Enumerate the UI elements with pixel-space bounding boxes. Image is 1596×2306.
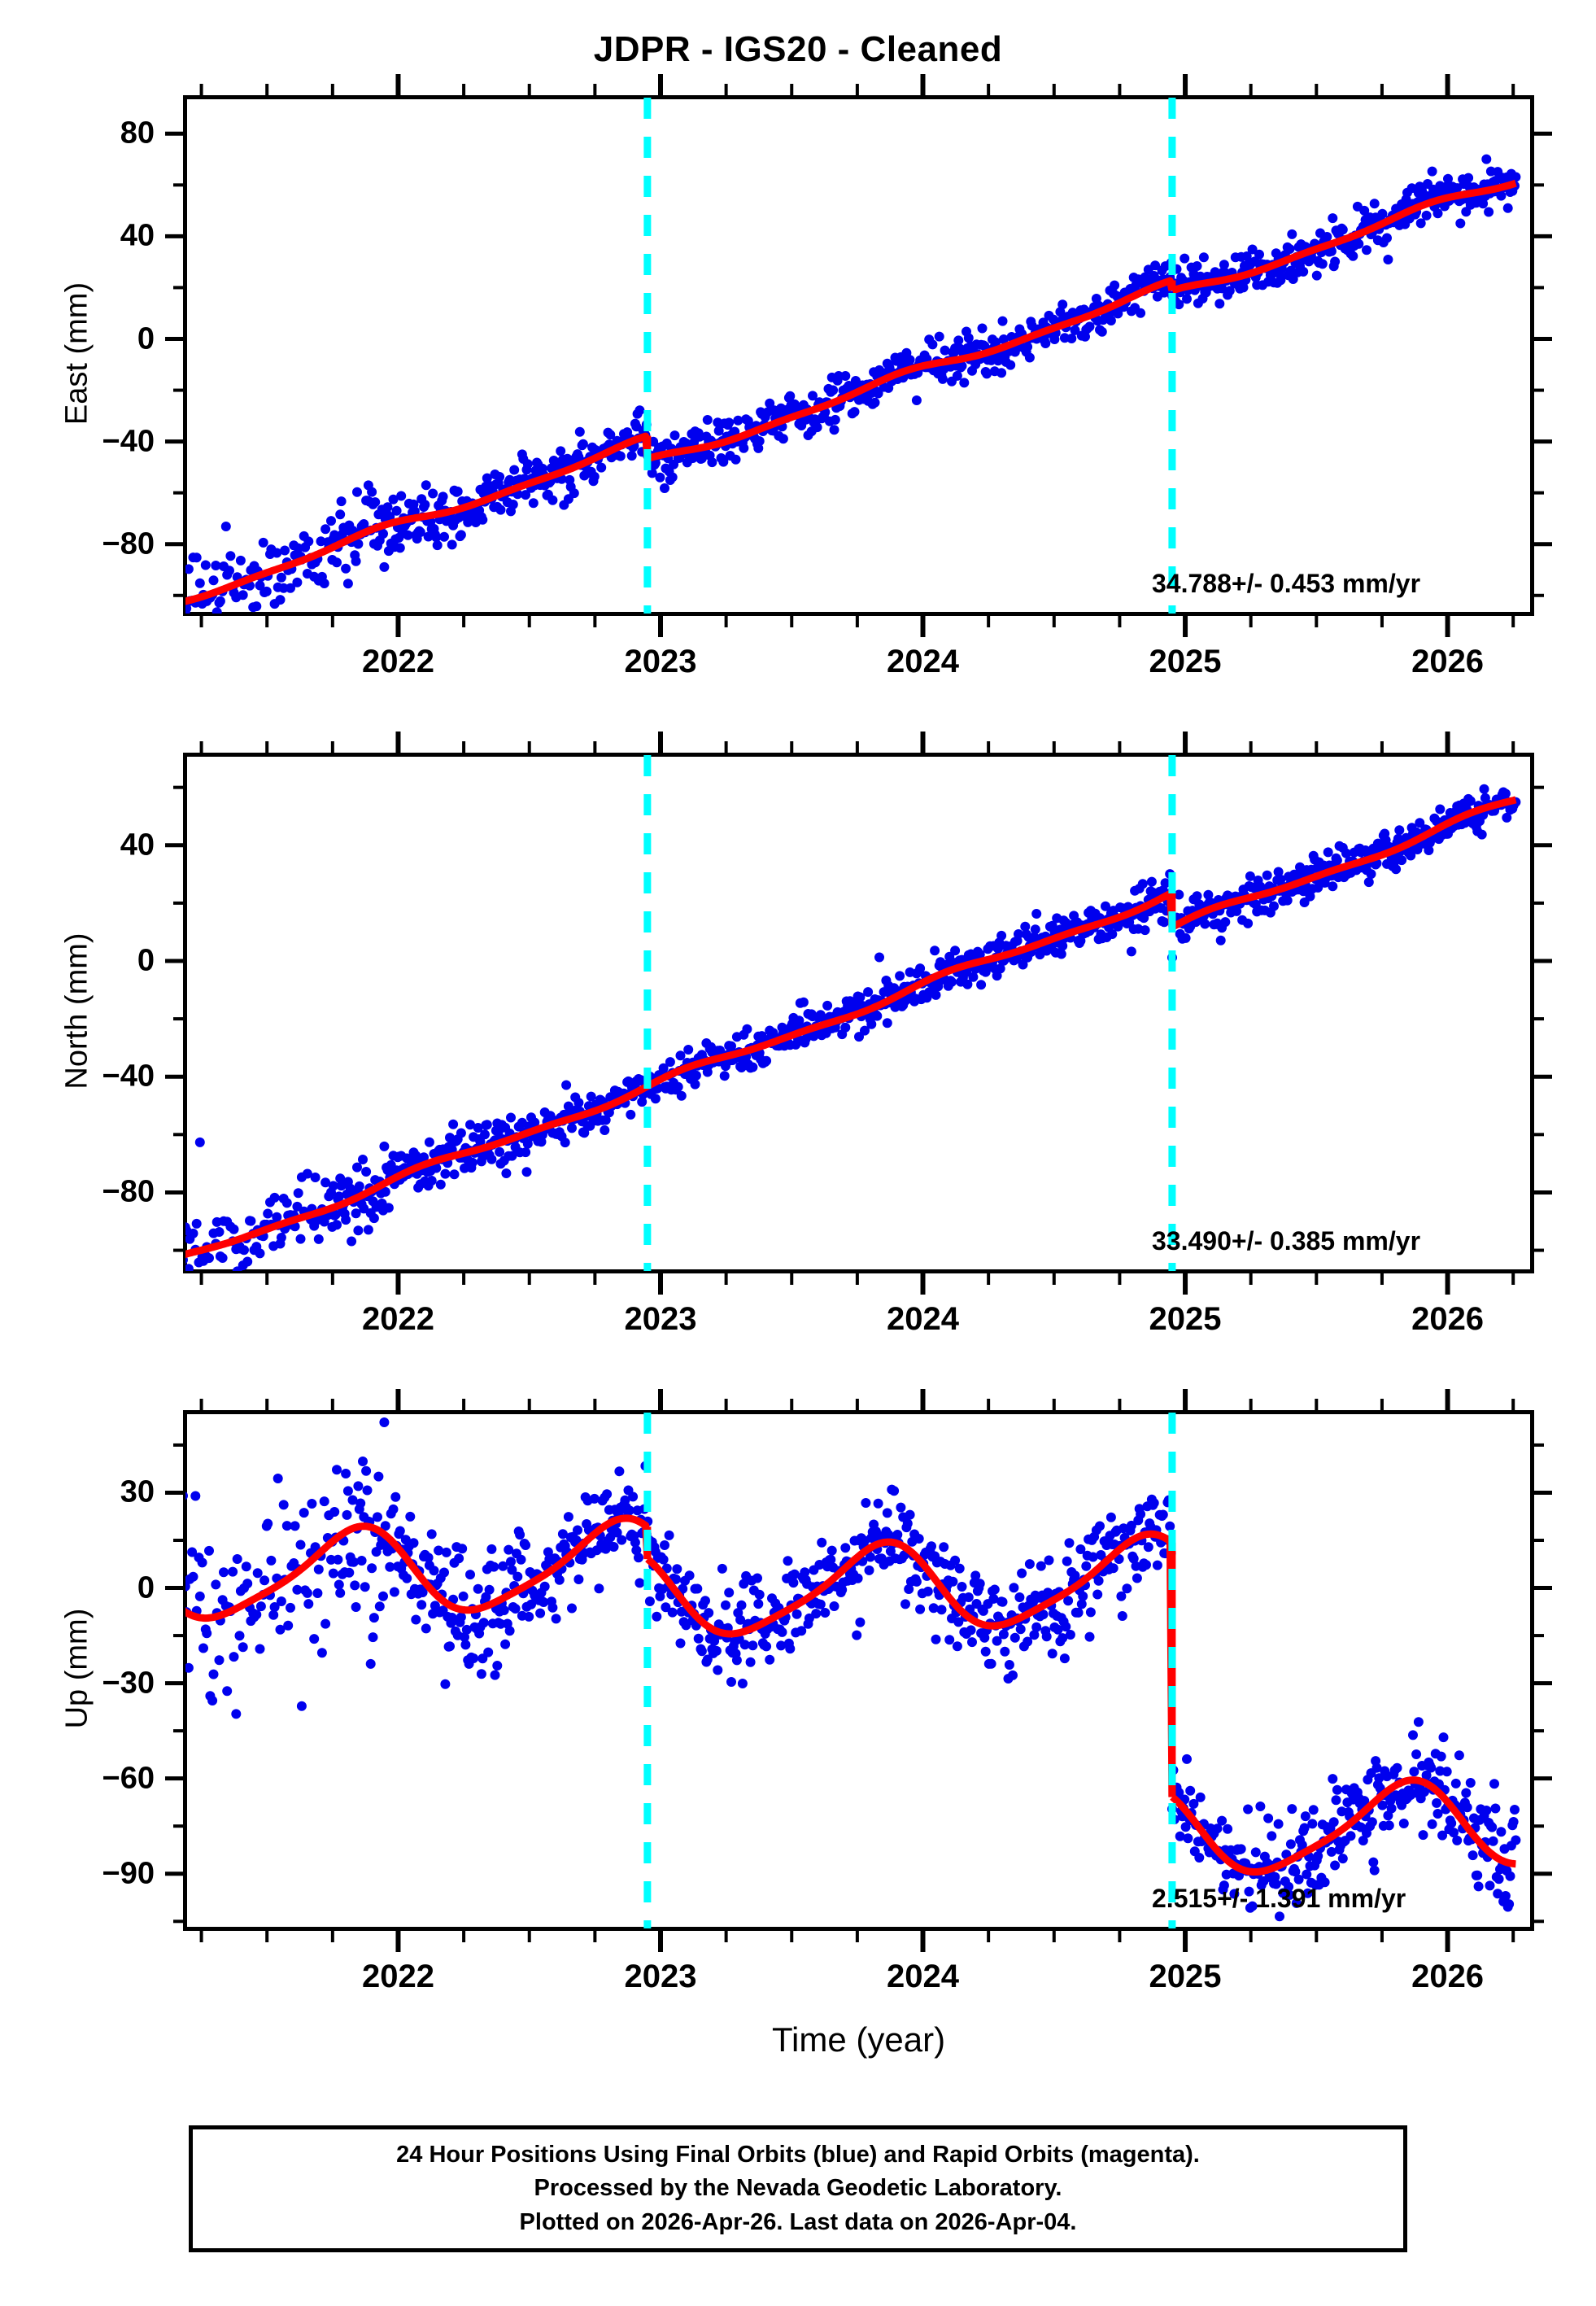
data-points-east bbox=[185, 154, 1521, 614]
y-tick-label-up: −30 bbox=[102, 1666, 155, 1701]
y-tick-label-north: −40 bbox=[102, 1059, 155, 1094]
y-tick-label-north: 0 bbox=[137, 943, 155, 978]
y-tick-label-north: 40 bbox=[120, 828, 155, 863]
model-fit-segment bbox=[1170, 179, 1519, 295]
y-tick-label-east: 0 bbox=[137, 321, 155, 356]
x-tick-label-east: 2023 bbox=[624, 644, 697, 679]
model-fit-segment bbox=[1170, 796, 1519, 931]
x-tick-label-up: 2023 bbox=[624, 1959, 697, 1994]
x-tick-label-north: 2023 bbox=[624, 1301, 697, 1337]
data-points-north bbox=[185, 784, 1521, 1271]
x-tick-label-north: 2024 bbox=[887, 1301, 960, 1337]
model-fit-segment bbox=[645, 277, 1176, 462]
x-tick-label-north: 2025 bbox=[1149, 1301, 1222, 1337]
x-tick-label-east: 2025 bbox=[1149, 644, 1222, 679]
x-tick-label-north: 2022 bbox=[361, 1301, 434, 1337]
y-tick-label-up: −90 bbox=[102, 1856, 155, 1891]
rate-annotation-east: 34.788+/- 0.453 mm/yr bbox=[1152, 569, 1421, 598]
model-fit-segment bbox=[185, 1083, 650, 1259]
rate-annotation-north: 33.490+/- 0.385 mm/yr bbox=[1152, 1226, 1421, 1256]
axis-ticks-up bbox=[165, 1389, 1552, 1952]
model-fit-segment bbox=[185, 1514, 652, 1622]
axis-ticks-north bbox=[165, 732, 1552, 1295]
x-tick-label-up: 2022 bbox=[361, 1959, 434, 1994]
y-tick-label-east: −40 bbox=[102, 424, 155, 459]
x-tick-label-east: 2024 bbox=[887, 644, 960, 679]
footer-line-1: 24 Hour Positions Using Final Orbits (bl… bbox=[396, 2142, 1200, 2168]
x-axis-title: Time (year) bbox=[771, 2020, 946, 2059]
y-tick-label-up: 30 bbox=[120, 1474, 155, 1509]
x-tick-label-east: 2026 bbox=[1411, 644, 1485, 679]
axis-ticks-east bbox=[165, 74, 1552, 637]
model-fit-segment bbox=[185, 432, 652, 605]
model-fit-segment bbox=[645, 889, 1176, 1090]
y-tick-label-north: −80 bbox=[102, 1174, 155, 1209]
y-tick-label-east: 80 bbox=[120, 116, 155, 151]
x-tick-label-up: 2025 bbox=[1149, 1959, 1222, 1994]
y-tick-label-up: 0 bbox=[137, 1570, 155, 1605]
y-axis-title-up: Up (mm) bbox=[59, 1608, 94, 1729]
x-tick-label-up: 2026 bbox=[1411, 1959, 1485, 1994]
y-tick-label-east: −80 bbox=[102, 526, 155, 561]
x-tick-label-east: 2022 bbox=[361, 644, 434, 679]
footer-line-2: Processed by the Nevada Geodetic Laborat… bbox=[534, 2175, 1062, 2202]
x-tick-label-up: 2024 bbox=[887, 1959, 960, 1994]
footer-line-3: Plotted on 2026-Apr-26. Last data on 202… bbox=[519, 2208, 1077, 2235]
x-tick-label-north: 2026 bbox=[1411, 1301, 1485, 1337]
data-points-up bbox=[185, 1417, 1521, 1922]
footer-caption-box: 24 Hour Positions Using Final Orbits (bl… bbox=[189, 2125, 1407, 2252]
figure-title: JDPR - IGS20 - Cleaned bbox=[593, 29, 1003, 69]
y-tick-label-up: −60 bbox=[102, 1761, 155, 1796]
y-tick-label-east: 40 bbox=[120, 218, 155, 253]
rate-annotation-up: 2.515+/- 1.391 mm/yr bbox=[1152, 1884, 1406, 1913]
model-fit-segment bbox=[1170, 1776, 1519, 1876]
plot-frame-up bbox=[183, 1410, 1534, 1931]
model-fit-segment bbox=[645, 1530, 1176, 1797]
